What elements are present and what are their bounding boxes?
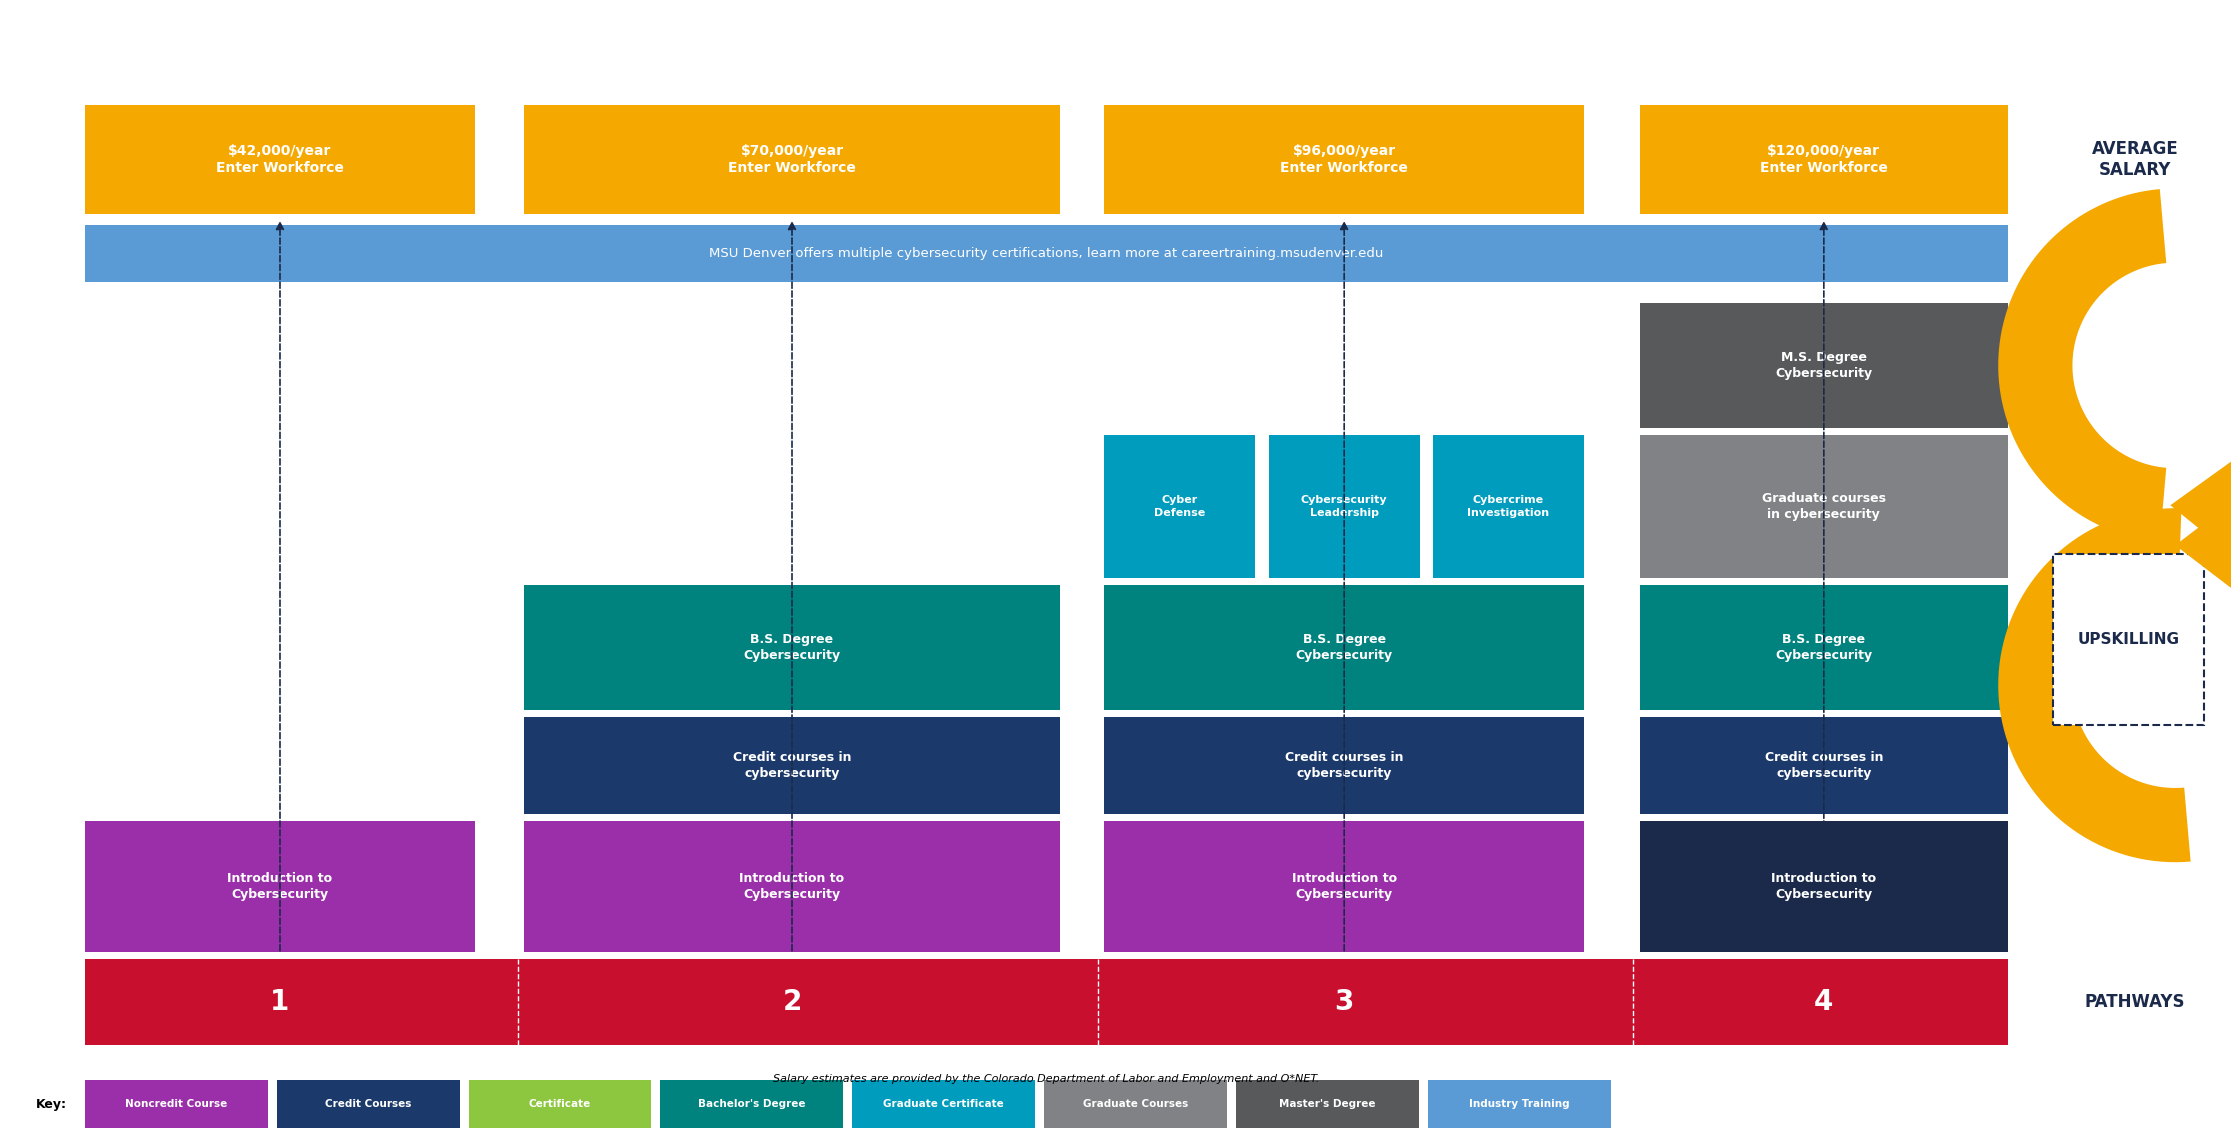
Text: Cybercrime
Investigation: Cybercrime Investigation xyxy=(1468,496,1551,517)
Text: 1: 1 xyxy=(270,988,290,1016)
FancyBboxPatch shape xyxy=(1640,585,2008,710)
Text: Introduction to
Cybersecurity: Introduction to Cybersecurity xyxy=(738,872,846,901)
FancyBboxPatch shape xyxy=(1432,435,1584,578)
FancyBboxPatch shape xyxy=(469,1080,651,1128)
FancyBboxPatch shape xyxy=(1236,1080,1419,1128)
Text: Graduate Certificate: Graduate Certificate xyxy=(883,1100,1004,1109)
Text: Salary estimates are provided by the Colorado Department of Labor and Employment: Salary estimates are provided by the Col… xyxy=(774,1075,1319,1084)
Text: $120,000/year
Enter Workforce: $120,000/year Enter Workforce xyxy=(1760,144,1887,175)
Text: Certificate: Certificate xyxy=(529,1100,591,1109)
FancyBboxPatch shape xyxy=(1104,821,1584,952)
FancyBboxPatch shape xyxy=(1640,435,2008,578)
Text: Graduate Courses: Graduate Courses xyxy=(1082,1100,1189,1109)
FancyBboxPatch shape xyxy=(1044,1080,1227,1128)
Text: B.S. Degree
Cybersecurity: B.S. Degree Cybersecurity xyxy=(1776,633,1872,662)
Text: Key:: Key: xyxy=(36,1097,67,1111)
FancyBboxPatch shape xyxy=(85,821,475,952)
Text: B.S. Degree
Cybersecurity: B.S. Degree Cybersecurity xyxy=(743,633,841,662)
FancyBboxPatch shape xyxy=(1640,717,2008,814)
FancyBboxPatch shape xyxy=(85,959,2008,1045)
FancyBboxPatch shape xyxy=(1640,303,2008,428)
Text: Credit courses in
cybersecurity: Credit courses in cybersecurity xyxy=(1765,751,1883,780)
Text: Cyber
Defense: Cyber Defense xyxy=(1153,496,1205,517)
FancyBboxPatch shape xyxy=(1104,585,1584,710)
Text: Graduate courses
in cybersecurity: Graduate courses in cybersecurity xyxy=(1762,492,1885,521)
Text: $96,000/year
Enter Workforce: $96,000/year Enter Workforce xyxy=(1281,144,1408,175)
FancyBboxPatch shape xyxy=(85,1080,268,1128)
Text: 4: 4 xyxy=(1814,988,1834,1016)
Text: AVERAGE
SALARY: AVERAGE SALARY xyxy=(2093,140,2177,178)
FancyBboxPatch shape xyxy=(524,821,1060,952)
FancyBboxPatch shape xyxy=(852,1080,1035,1128)
FancyBboxPatch shape xyxy=(524,585,1060,710)
Text: B.S. Degree
Cybersecurity: B.S. Degree Cybersecurity xyxy=(1296,633,1392,662)
Text: Credit courses in
cybersecurity: Credit courses in cybersecurity xyxy=(1285,751,1403,780)
Polygon shape xyxy=(1999,508,2191,862)
Polygon shape xyxy=(1999,190,2166,541)
FancyBboxPatch shape xyxy=(1104,717,1584,814)
FancyBboxPatch shape xyxy=(1640,105,2008,214)
FancyBboxPatch shape xyxy=(660,1080,843,1128)
FancyBboxPatch shape xyxy=(524,105,1060,214)
Text: Master's Degree: Master's Degree xyxy=(1278,1100,1377,1109)
FancyBboxPatch shape xyxy=(1104,105,1584,214)
FancyBboxPatch shape xyxy=(277,1080,460,1128)
Text: Credit Courses: Credit Courses xyxy=(326,1100,411,1109)
Text: Cybersecurity
Leadership: Cybersecurity Leadership xyxy=(1301,496,1388,517)
Polygon shape xyxy=(2175,498,2231,594)
Polygon shape xyxy=(2171,459,2231,555)
FancyBboxPatch shape xyxy=(85,225,2008,282)
FancyBboxPatch shape xyxy=(1269,435,1419,578)
FancyBboxPatch shape xyxy=(1104,435,1256,578)
FancyBboxPatch shape xyxy=(524,717,1060,814)
Text: Introduction to
Cybersecurity: Introduction to Cybersecurity xyxy=(1292,872,1397,901)
Text: M.S. Degree
Cybersecurity: M.S. Degree Cybersecurity xyxy=(1776,351,1872,380)
FancyBboxPatch shape xyxy=(85,105,475,214)
FancyBboxPatch shape xyxy=(2053,554,2204,725)
Text: Introduction to
Cybersecurity: Introduction to Cybersecurity xyxy=(1771,872,1876,901)
Text: Bachelor's Degree: Bachelor's Degree xyxy=(698,1100,805,1109)
Text: Industry Training: Industry Training xyxy=(1468,1100,1571,1109)
Text: $42,000/year
Enter Workforce: $42,000/year Enter Workforce xyxy=(216,144,344,175)
Text: UPSKILLING: UPSKILLING xyxy=(2077,632,2180,648)
Text: PATHWAYS: PATHWAYS xyxy=(2084,994,2186,1011)
FancyBboxPatch shape xyxy=(1640,821,2008,952)
Text: 3: 3 xyxy=(1334,988,1354,1016)
Text: Credit courses in
cybersecurity: Credit courses in cybersecurity xyxy=(732,751,852,780)
Text: MSU Denver offers multiple cybersecurity certifications, learn more at careertra: MSU Denver offers multiple cybersecurity… xyxy=(709,247,1383,260)
Text: 2: 2 xyxy=(783,988,801,1016)
Text: Noncredit Course: Noncredit Course xyxy=(125,1100,228,1109)
Text: Introduction to
Cybersecurity: Introduction to Cybersecurity xyxy=(228,872,332,901)
FancyBboxPatch shape xyxy=(1428,1080,1611,1128)
Text: $70,000/year
Enter Workforce: $70,000/year Enter Workforce xyxy=(727,144,857,175)
